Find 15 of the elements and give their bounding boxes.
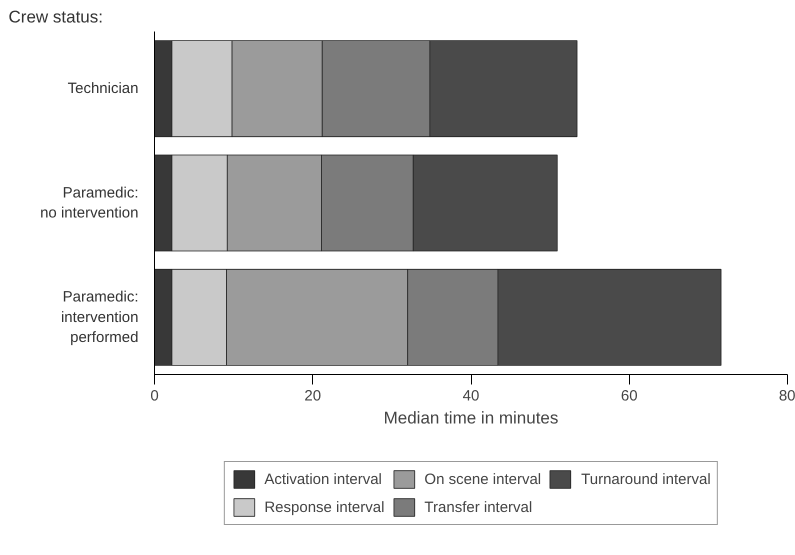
x-tick-label: 60 bbox=[620, 388, 638, 404]
x-tick-label: 80 bbox=[778, 388, 795, 404]
x-tick-label: 0 bbox=[150, 388, 159, 404]
y-tick-label: Paramedic: intervention performed bbox=[60, 288, 139, 346]
chart-title: Crew status: bbox=[8, 8, 103, 26]
legend-label: Turnaround interval bbox=[581, 470, 711, 488]
legend-label: Activation interval bbox=[264, 470, 382, 488]
y-tick-label: Technician bbox=[68, 80, 139, 98]
x-tick-label: 20 bbox=[304, 388, 322, 404]
x-axis-title: Median time in minutes bbox=[384, 408, 558, 428]
legend-label: Response interval bbox=[264, 498, 384, 516]
legend-label: Transfer interval bbox=[424, 498, 532, 516]
legend-label: On scene interval bbox=[424, 470, 542, 488]
y-tick-label: Paramedic: no intervention bbox=[40, 184, 139, 222]
x-tick-label: 40 bbox=[462, 388, 480, 404]
